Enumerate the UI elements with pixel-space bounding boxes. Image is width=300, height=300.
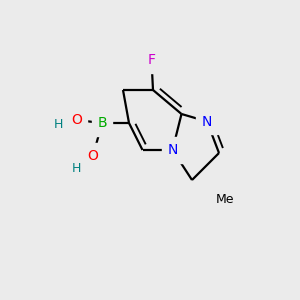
Text: O: O [71,113,82,127]
Text: O: O [88,149,98,163]
Text: H: H [72,161,81,175]
Text: B: B [97,116,107,130]
Text: H: H [54,118,63,131]
Text: F: F [148,53,155,67]
Text: N: N [202,115,212,128]
Text: N: N [167,143,178,157]
Text: Me: Me [216,193,235,206]
